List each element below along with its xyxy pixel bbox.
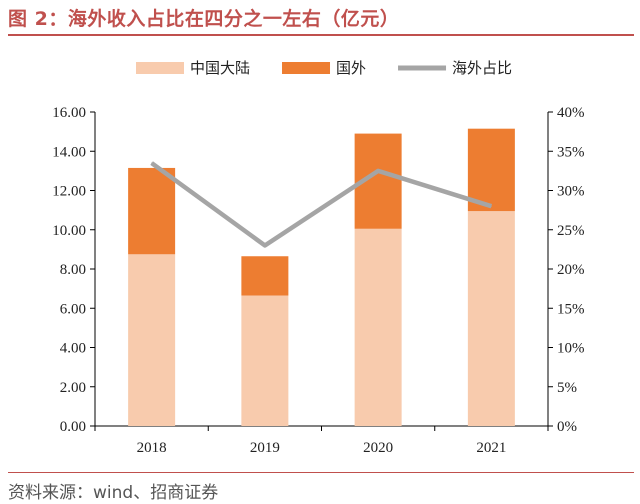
bar-overseas-2021 [467,128,515,212]
y-right-tick-label: 5% [557,380,577,396]
legend-label: 海外占比 [452,59,512,77]
ratio-point-2020 [377,170,379,172]
y-right-tick-label: 10% [557,341,585,357]
source-divider [8,472,634,473]
source-note: 资料来源：wind、招商证券 [8,483,219,503]
figure-title: 图 2：海外收入占比在四分之一左右（亿元） [8,8,400,30]
ratio-line-path [150,161,493,248]
chart: 中国大陆 国外 海外占比 0.00 2.00 4.00 6.00 8.00 10.00 12.0… [52,59,584,456]
ratio-point-2018 [151,162,153,164]
bar-mainland-2021 [467,211,515,426]
bar-overseas-2019 [241,256,289,296]
y-right-tick-label: 0% [557,419,577,435]
y-left-tick-label: 8.00 [60,262,86,278]
legend-swatch-国外 [282,62,331,74]
title-divider [8,34,634,36]
x-tick-label: 2019 [250,440,280,456]
ratio-point-2019 [264,244,266,246]
legend: 中国大陆 国外 海外占比 [136,59,512,77]
bar-mainland-2020 [354,228,402,426]
y-right-tick-label: 40% [557,105,585,121]
y-left-tick-label: 4.00 [60,341,86,357]
y-right-tick-label: 30% [557,184,585,200]
bar-mainland-2019 [241,295,289,426]
legend-label: 国外 [336,59,366,77]
x-tick-label: 2018 [137,440,167,456]
y-left-tick-label: 0.00 [60,419,86,435]
y-left-tick-label: 14.00 [52,144,86,160]
y-right-tick-label: 20% [557,262,585,278]
bars [128,128,515,426]
y-right-tick-label: 25% [557,223,585,239]
axes: 0.00 2.00 4.00 6.00 8.00 10.00 12.00 14.00 16.00… [52,105,584,435]
y-right-tick-label: 15% [557,301,585,317]
x-tick-labels: 2018 2019 2020 2021 [137,440,507,456]
legend-swatch-中国大陆 [136,62,184,74]
ratio-line [150,161,493,248]
x-tick-label: 2020 [363,440,393,456]
y-left-tick-label: 2.00 [60,380,86,396]
ratio-point-2021 [490,205,492,207]
y-left-tick-label: 10.00 [52,223,86,239]
y-left-tick-label: 6.00 [60,301,86,317]
bar-mainland-2018 [128,254,176,426]
y-left-tick-label: 12.00 [52,184,86,200]
bar-overseas-2018 [128,167,176,255]
legend-label: 中国大陆 [190,59,250,77]
y-right-tick-label: 35% [557,144,585,160]
x-tick-label: 2021 [476,440,506,456]
y-left-tick-label: 16.00 [52,105,86,121]
